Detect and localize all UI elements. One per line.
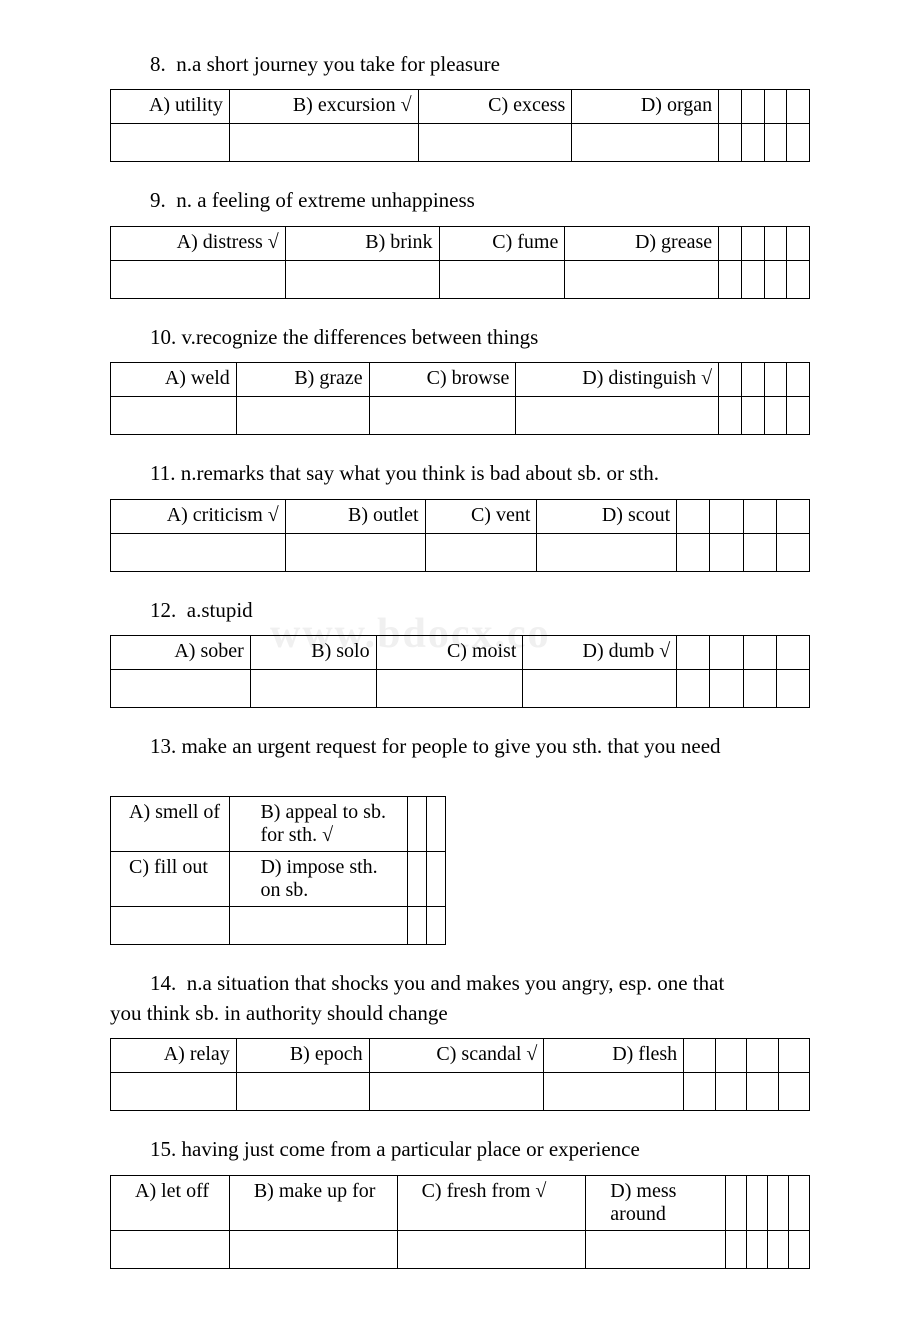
question-number: 15. — [150, 1137, 176, 1161]
option-c: C) scandal √ — [369, 1039, 544, 1073]
question-definition: a.stupid — [187, 598, 253, 622]
option-c: C) fill out — [111, 852, 230, 907]
blank-cell — [684, 1039, 715, 1073]
blank-cell — [776, 635, 809, 669]
question-number: 14. — [150, 971, 176, 995]
question-definition-line1: n.a situation that shocks you and makes … — [187, 971, 725, 995]
blank-cell — [710, 635, 743, 669]
option-d: D) distinguish √ — [516, 363, 719, 397]
blank-cell — [741, 363, 764, 397]
blank-cell — [719, 90, 742, 124]
blank-cell — [747, 1175, 768, 1230]
option-b: B) graze — [236, 363, 369, 397]
option-a: A) utility — [111, 90, 230, 124]
blank-cell — [741, 226, 764, 260]
question-number: 8. — [150, 52, 166, 76]
option-c: C) excess — [418, 90, 572, 124]
question-13-options: A) smell of B) appeal to sb. for sth. √ … — [110, 796, 446, 945]
option-a: A) relay — [111, 1039, 237, 1073]
option-b: B) excursion √ — [229, 90, 418, 124]
option-c: C) fresh from √ — [397, 1175, 586, 1230]
question-14-text: 14. n.a situation that shocks you and ma… — [110, 969, 810, 1028]
blank-cell — [764, 226, 787, 260]
blank-cell — [741, 90, 764, 124]
option-a: A) distress √ — [111, 226, 286, 260]
question-definition-line2: you think sb. in authority should change — [110, 999, 810, 1028]
question-definition: having just come from a particular place… — [182, 1137, 640, 1161]
question-11-options: A) criticism √ B) outlet C) vent D) scou… — [110, 499, 810, 572]
blank-cell — [710, 499, 743, 533]
question-number: 10. — [150, 325, 176, 349]
blank-cell — [408, 852, 427, 907]
blank-cell — [427, 797, 446, 852]
blank-cell — [789, 1175, 810, 1230]
question-10-text: 10. v.recognize the differences between … — [110, 323, 810, 352]
option-d: D) grease — [565, 226, 719, 260]
question-8-text: 8. n.a short journey you take for pleasu… — [110, 50, 810, 79]
option-d: D) mess around — [586, 1175, 726, 1230]
option-c: C) fume — [439, 226, 565, 260]
blank-cell — [677, 499, 710, 533]
question-definition: n. a feeling of extreme unhappiness — [176, 188, 475, 212]
option-a: A) criticism √ — [111, 499, 286, 533]
option-a: A) weld — [111, 363, 237, 397]
option-d: D) impose sth. on sb. — [230, 852, 408, 907]
blank-cell — [743, 499, 776, 533]
option-b: B) make up for — [229, 1175, 397, 1230]
question-number: 13. — [150, 734, 176, 758]
question-12-options: A) sober B) solo C) moist D) dumb √ — [110, 635, 810, 708]
question-15-options: A) let off B) make up for C) fresh from … — [110, 1175, 810, 1269]
option-a: A) let off — [111, 1175, 230, 1230]
blank-cell — [719, 363, 742, 397]
blank-cell — [715, 1039, 746, 1073]
blank-cell — [427, 852, 446, 907]
question-11-text: 11. n.remarks that say what you think is… — [110, 459, 810, 488]
option-a: A) sober — [111, 635, 251, 669]
question-10-options: A) weld B) graze C) browse D) distinguis… — [110, 362, 810, 435]
blank-cell — [408, 797, 427, 852]
option-c: C) moist — [376, 635, 523, 669]
blank-cell — [776, 499, 809, 533]
blank-cell — [787, 363, 810, 397]
option-b: B) appeal to sb. for sth. √ — [230, 797, 408, 852]
question-12-text: 12. a.stupid — [110, 596, 810, 625]
question-13-text: 13. make an urgent request for people to… — [110, 732, 810, 761]
blank-cell — [747, 1039, 778, 1073]
question-15-text: 15. having just come from a particular p… — [110, 1135, 810, 1164]
blank-cell — [743, 635, 776, 669]
question-14-options: A) relay B) epoch C) scandal √ D) flesh — [110, 1038, 810, 1111]
option-b: B) epoch — [236, 1039, 369, 1073]
option-d: D) scout — [537, 499, 677, 533]
question-8-options: A) utility B) excursion √ C) excess D) o… — [110, 89, 810, 162]
option-c: C) browse — [369, 363, 516, 397]
option-d: D) flesh — [544, 1039, 684, 1073]
blank-cell — [764, 90, 787, 124]
question-9-options: A) distress √ B) brink C) fume D) grease — [110, 226, 810, 299]
question-definition: v.recognize the differences between thin… — [182, 325, 539, 349]
option-b: B) brink — [285, 226, 439, 260]
question-definition: make an urgent request for people to giv… — [182, 734, 721, 758]
question-9-text: 9. n. a feeling of extreme unhappiness — [110, 186, 810, 215]
question-definition: n.remarks that say what you think is bad… — [181, 461, 659, 485]
blank-cell — [787, 226, 810, 260]
question-definition: n.a short journey you take for pleasure — [176, 52, 500, 76]
blank-cell — [768, 1175, 789, 1230]
question-number: 9. — [150, 188, 166, 212]
option-b: B) solo — [250, 635, 376, 669]
option-d: D) organ — [572, 90, 719, 124]
blank-cell — [726, 1175, 747, 1230]
option-c: C) vent — [425, 499, 537, 533]
blank-cell — [677, 635, 710, 669]
option-a: A) smell of — [111, 797, 230, 852]
blank-cell — [778, 1039, 809, 1073]
question-number: 12. — [150, 598, 176, 622]
option-d: D) dumb √ — [523, 635, 677, 669]
blank-cell — [764, 363, 787, 397]
blank-cell — [719, 226, 742, 260]
question-number: 11. — [150, 461, 175, 485]
blank-cell — [787, 90, 810, 124]
option-b: B) outlet — [285, 499, 425, 533]
